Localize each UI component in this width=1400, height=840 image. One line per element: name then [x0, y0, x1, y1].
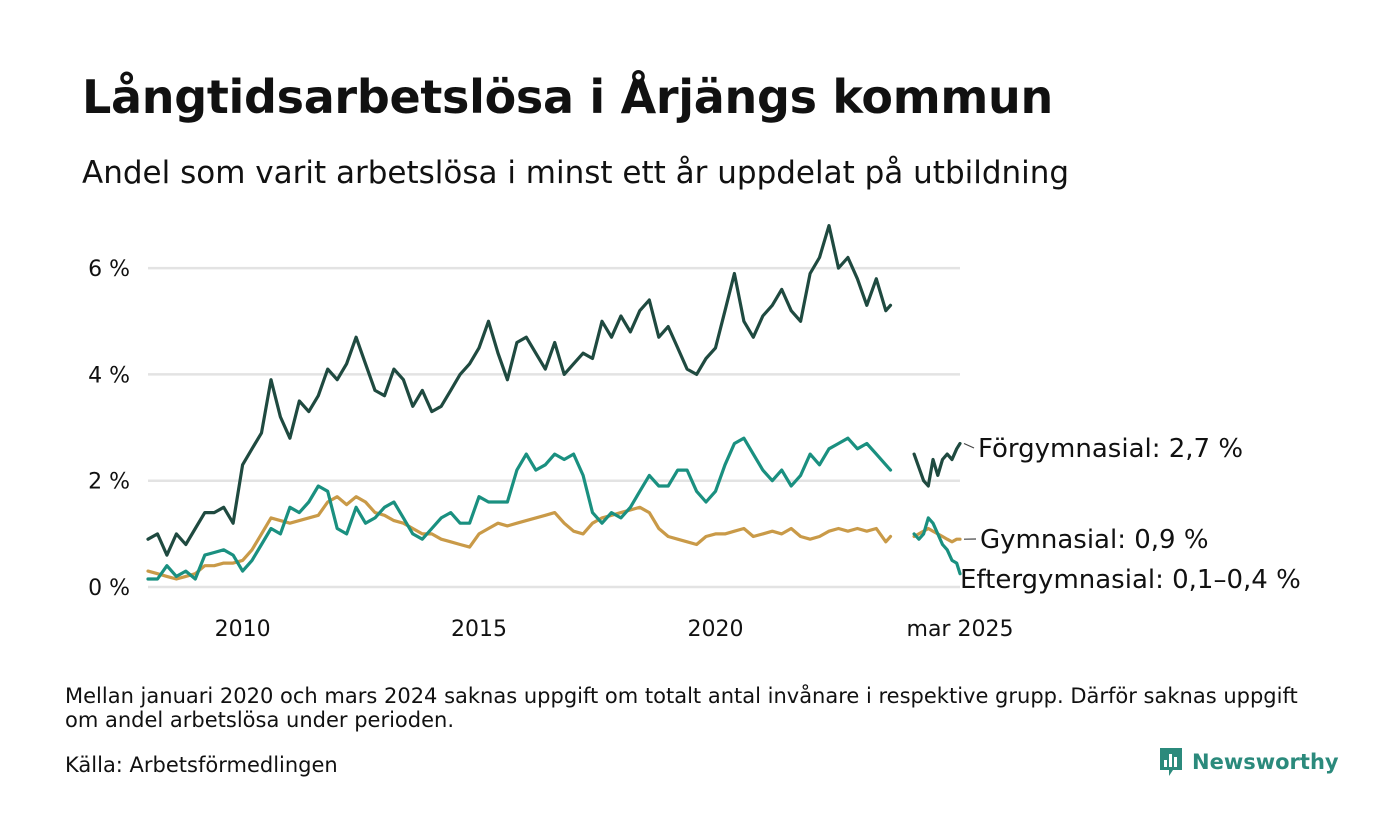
series-line-gymnasial-segment-0 [146, 495, 893, 581]
series-line-eftergymnasial-segment-0 [146, 436, 893, 581]
line-chart: 0 % 2 % 4 % 6 % 2010 2015 2020 mar 2025 Förgym… [88, 224, 1301, 642]
series-line-förgymnasial-segment-0 [146, 224, 893, 557]
y-tick-label: 6 % [88, 257, 130, 282]
series-line-förgymnasial-segment-1 [912, 441, 962, 488]
series-end-label-eftergymnasial: Eftergymnasial: 0,1–0,4 % [960, 565, 1301, 595]
x-tick-label: 2010 [215, 617, 271, 642]
label-leader-line [963, 442, 975, 449]
y-tick-label: 2 % [88, 470, 130, 495]
grid-lines [148, 266, 960, 589]
x-tick-label: 2015 [451, 617, 507, 642]
x-tick-label: 2020 [688, 617, 744, 642]
series-end-labels: Förgymnasial: 2,7 % Gymnasial: 0,9 % Efter… [960, 434, 1301, 595]
y-tick-label: 0 % [88, 576, 130, 601]
chart-subtitle: Andel som varit arbetslösa i minst ett å… [82, 155, 1070, 191]
series-end-label-gymnasial: Gymnasial: 0,9 % [980, 525, 1209, 555]
x-tick-label: mar 2025 [907, 617, 1014, 642]
newsworthy-logo-icon [1160, 748, 1182, 776]
series-lines [146, 224, 962, 581]
footnote: Mellan januari 2020 och mars 2024 saknas… [65, 684, 1298, 732]
source-note: Källa: Arbetsförmedlingen [65, 753, 338, 777]
series-end-label-förgymnasial: Förgymnasial: 2,7 % [978, 434, 1243, 464]
y-axis-ticks: 0 % 2 % 4 % 6 % [88, 257, 130, 601]
brand-logo: Newsworthy [1158, 746, 1339, 778]
y-tick-label: 4 % [88, 363, 130, 388]
brand-name: Newsworthy [1192, 750, 1339, 774]
series-line-eftergymnasial-segment-1 [912, 516, 962, 576]
x-axis-ticks: 2010 2015 2020 mar 2025 [215, 617, 1014, 642]
chart-title: Långtidsarbetslösa i Årjängs kommun [82, 70, 1053, 124]
